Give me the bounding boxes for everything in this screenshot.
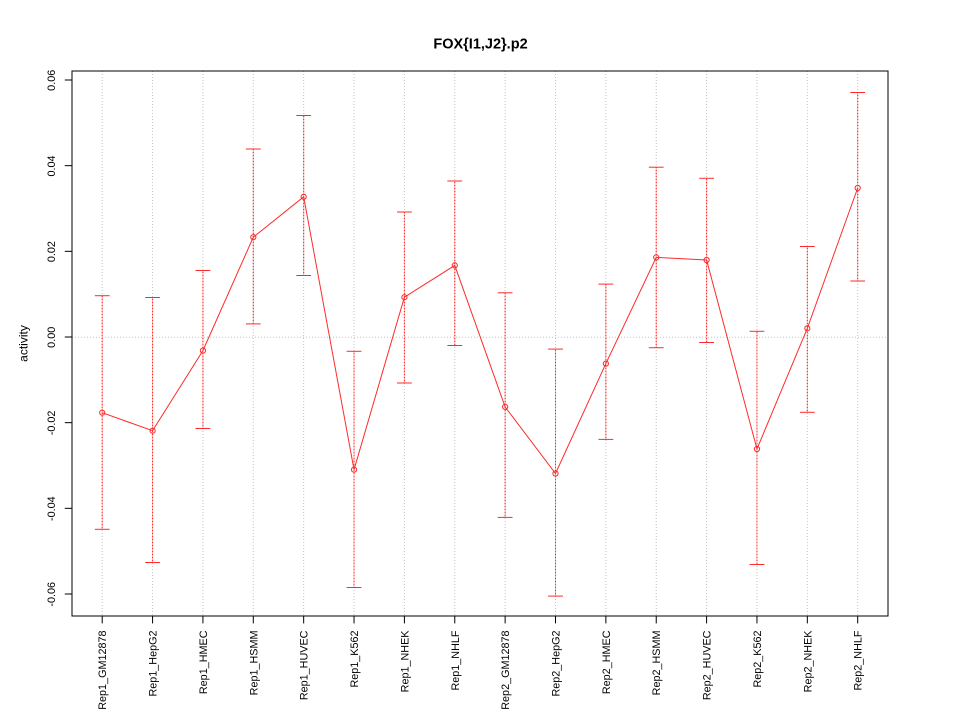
svg-text:Rep2_NHEK: Rep2_NHEK [802, 630, 814, 693]
svg-text:0.04: 0.04 [46, 155, 58, 176]
svg-text:Rep1_NHEK: Rep1_NHEK [399, 630, 411, 693]
svg-text:Rep2_NHLF: Rep2_NHLF [853, 630, 865, 690]
svg-text:Rep2_HMEC: Rep2_HMEC [601, 630, 613, 694]
svg-text:Rep1_HepG2: Rep1_HepG2 [148, 631, 160, 697]
svg-text:Rep1_NHLF: Rep1_NHLF [450, 630, 462, 690]
svg-text:Rep2_GM12878: Rep2_GM12878 [500, 631, 512, 710]
svg-text:Rep2_HUVEC: Rep2_HUVEC [702, 630, 714, 700]
svg-text:-0.04: -0.04 [46, 496, 58, 521]
svg-text:Rep2_K562: Rep2_K562 [752, 631, 764, 688]
svg-text:Rep1_HSMM: Rep1_HSMM [248, 631, 260, 696]
svg-text:Rep1_GM12878: Rep1_GM12878 [97, 631, 109, 710]
svg-text:Rep2_HSMM: Rep2_HSMM [651, 631, 663, 696]
svg-text:Rep1_HUVEC: Rep1_HUVEC [299, 630, 311, 700]
svg-text:-0.06: -0.06 [46, 582, 58, 607]
svg-text:-0.02: -0.02 [46, 411, 58, 436]
svg-text:0.06: 0.06 [46, 70, 58, 91]
svg-text:0.02: 0.02 [46, 241, 58, 262]
svg-text:Rep2_HepG2: Rep2_HepG2 [551, 631, 563, 697]
svg-text:activity: activity [17, 325, 31, 362]
svg-text:Rep1_K562: Rep1_K562 [349, 631, 361, 688]
svg-text:FOX{I1,J2}.p2: FOX{I1,J2}.p2 [433, 37, 527, 53]
svg-text:0.00: 0.00 [46, 327, 58, 348]
svg-text:Rep1_HMEC: Rep1_HMEC [198, 630, 210, 694]
